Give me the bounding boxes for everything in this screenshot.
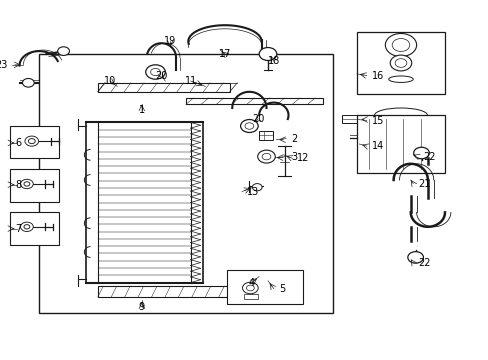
Circle shape bbox=[58, 47, 69, 55]
Circle shape bbox=[257, 150, 275, 163]
Circle shape bbox=[20, 222, 33, 231]
Text: 20: 20 bbox=[251, 114, 264, 124]
Text: 2: 2 bbox=[290, 134, 297, 144]
Bar bbox=[10, 126, 59, 158]
Circle shape bbox=[28, 139, 35, 144]
Text: 23: 23 bbox=[0, 60, 7, 70]
Bar bbox=[259, 131, 272, 140]
Text: 7: 7 bbox=[16, 224, 22, 234]
Circle shape bbox=[391, 39, 409, 51]
Text: 13: 13 bbox=[246, 186, 259, 197]
Circle shape bbox=[24, 182, 30, 186]
Bar bbox=[10, 169, 59, 202]
Text: 22: 22 bbox=[422, 152, 435, 162]
Circle shape bbox=[389, 55, 411, 71]
Circle shape bbox=[246, 285, 254, 291]
Text: 15: 15 bbox=[371, 116, 383, 126]
Circle shape bbox=[20, 179, 33, 189]
Text: 14: 14 bbox=[371, 141, 383, 151]
Text: 5: 5 bbox=[278, 284, 285, 294]
Circle shape bbox=[240, 120, 258, 132]
Text: 17: 17 bbox=[218, 49, 231, 59]
Circle shape bbox=[22, 78, 34, 87]
Text: 12: 12 bbox=[297, 153, 309, 163]
Text: 21: 21 bbox=[417, 179, 429, 189]
Bar bbox=[356, 115, 444, 173]
Text: 6: 6 bbox=[16, 138, 22, 148]
Bar bbox=[227, 270, 303, 304]
Circle shape bbox=[413, 147, 428, 159]
Circle shape bbox=[385, 33, 416, 57]
Text: 1: 1 bbox=[139, 105, 144, 115]
Circle shape bbox=[262, 153, 270, 160]
Text: 9: 9 bbox=[139, 302, 144, 312]
Bar bbox=[356, 32, 444, 94]
Text: 16: 16 bbox=[371, 71, 383, 81]
Text: 19: 19 bbox=[163, 36, 176, 46]
Circle shape bbox=[25, 136, 39, 146]
Bar bbox=[39, 54, 332, 313]
Circle shape bbox=[244, 123, 253, 129]
Bar bbox=[98, 83, 229, 92]
Bar bbox=[185, 98, 322, 104]
Text: 22: 22 bbox=[417, 258, 430, 268]
Circle shape bbox=[145, 65, 165, 79]
Bar bbox=[342, 115, 356, 123]
Text: 11: 11 bbox=[184, 76, 197, 86]
Bar bbox=[98, 286, 285, 297]
Text: 3: 3 bbox=[290, 152, 297, 162]
Bar bbox=[243, 294, 258, 299]
Circle shape bbox=[150, 68, 160, 76]
Text: 4: 4 bbox=[248, 278, 254, 288]
Circle shape bbox=[394, 59, 406, 67]
Circle shape bbox=[407, 252, 423, 263]
Text: 8: 8 bbox=[16, 180, 22, 190]
Text: 18: 18 bbox=[267, 56, 280, 66]
Circle shape bbox=[252, 184, 262, 191]
Text: 20: 20 bbox=[155, 71, 167, 81]
Bar bbox=[10, 212, 59, 245]
Circle shape bbox=[259, 48, 276, 60]
Text: 10: 10 bbox=[103, 76, 116, 86]
Circle shape bbox=[242, 282, 258, 294]
Circle shape bbox=[24, 225, 30, 229]
Ellipse shape bbox=[388, 76, 412, 82]
